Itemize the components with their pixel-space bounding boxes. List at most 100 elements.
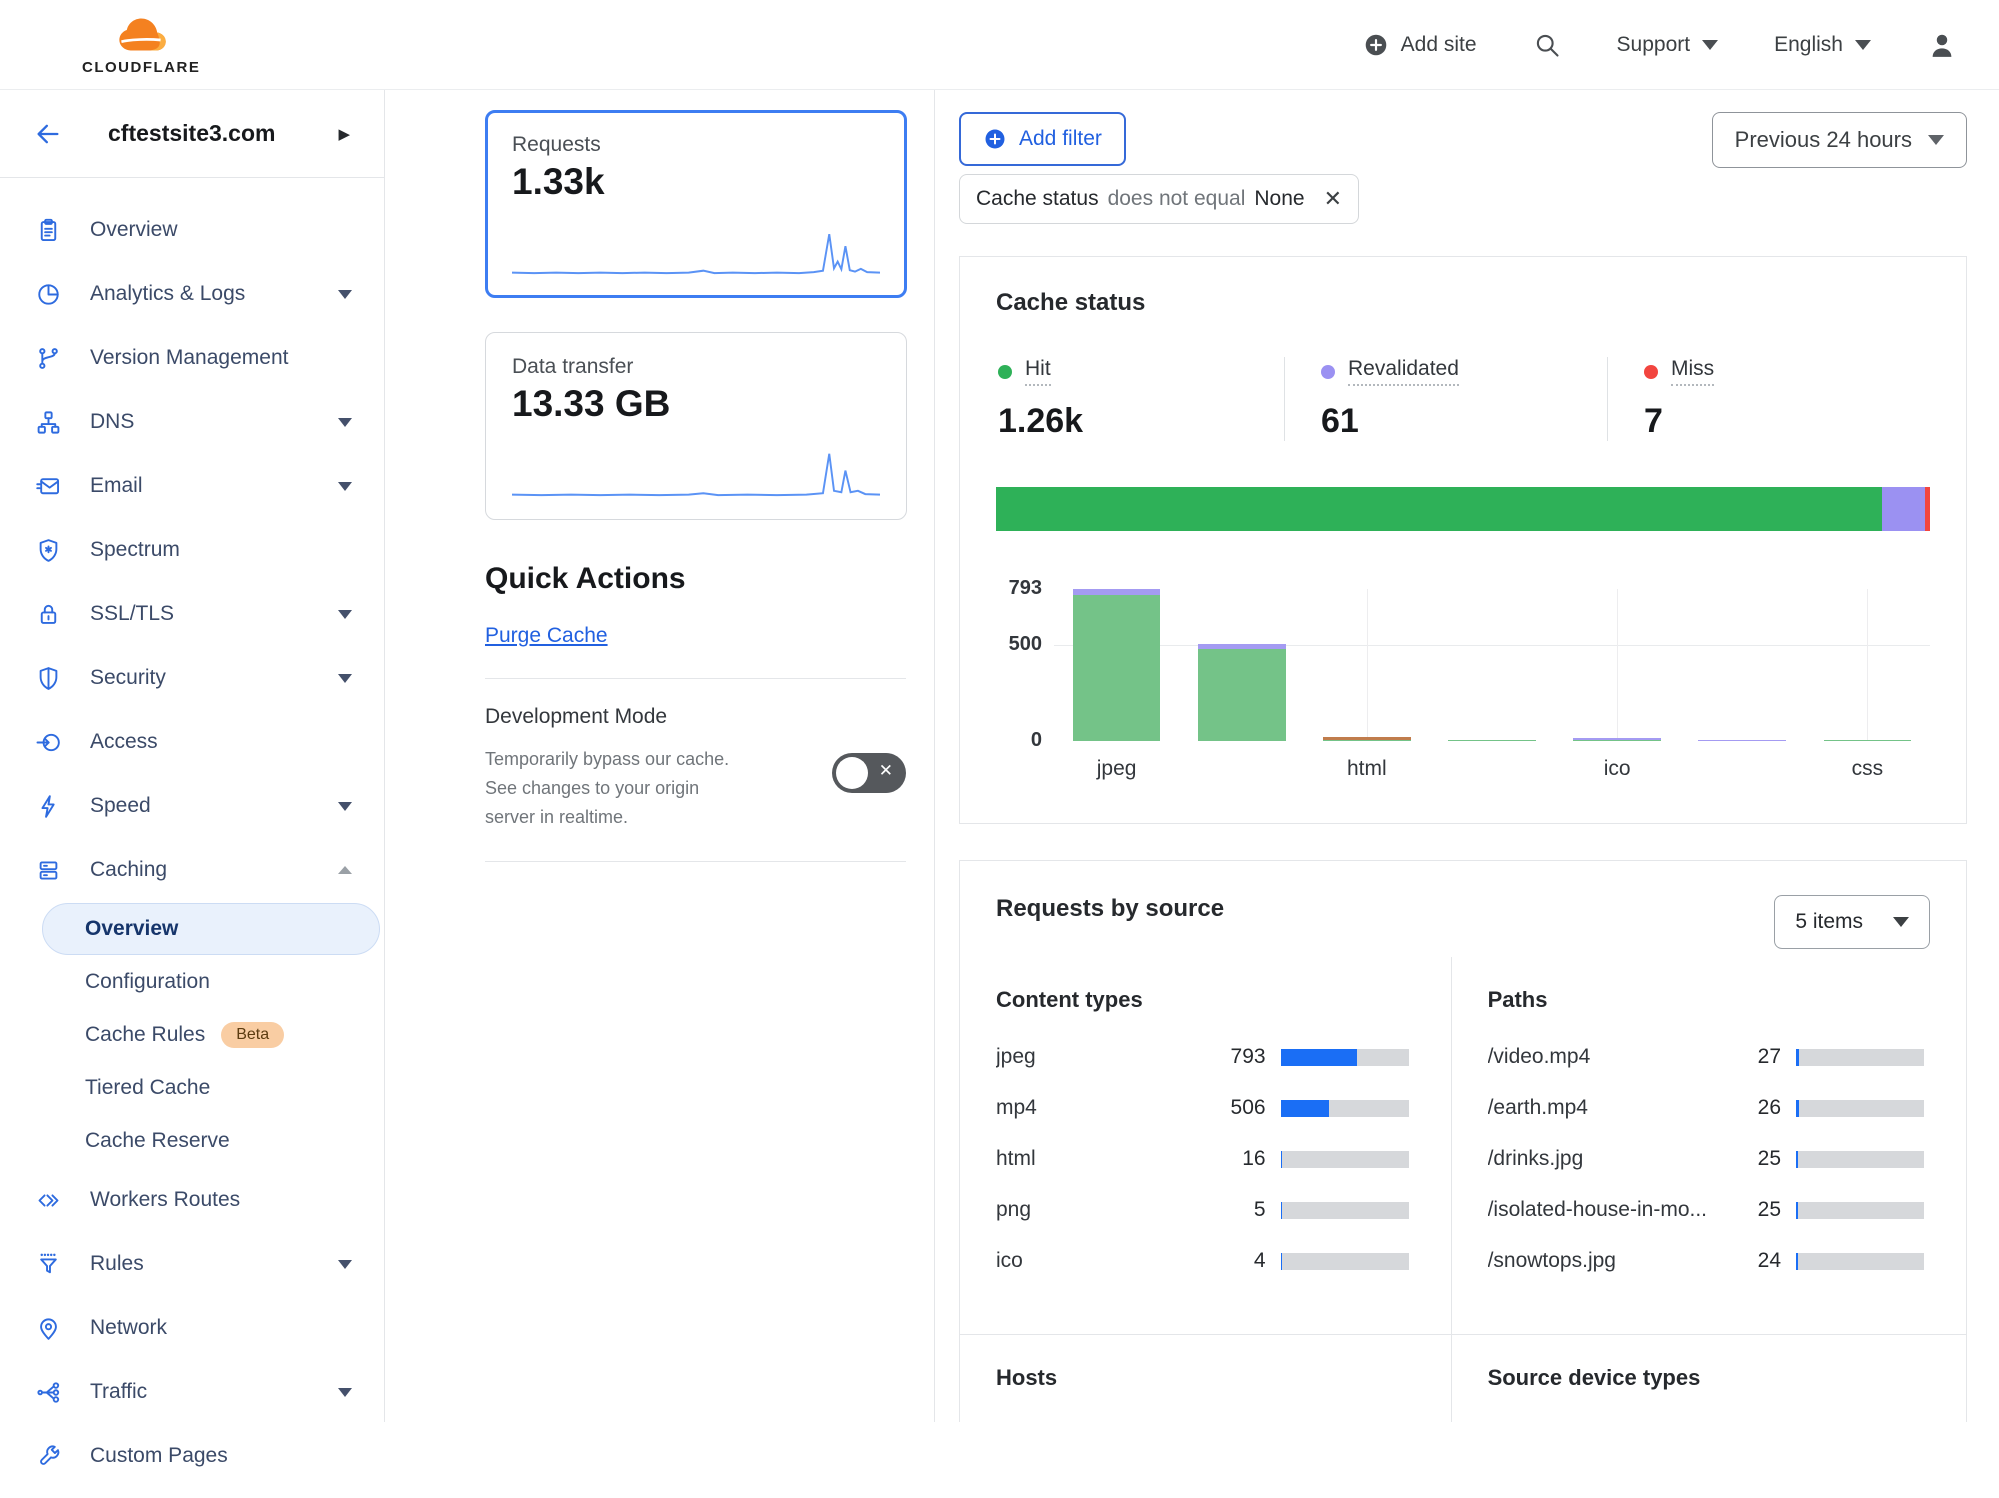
traffic-icon — [34, 1378, 62, 1406]
x-tick-label: jpeg — [1096, 757, 1137, 780]
sidebar-subitem-overview[interactable]: Overview — [42, 903, 380, 955]
chart-plot-area: 793 500 0 — [1009, 577, 1930, 751]
development-mode-description: Temporarily bypass our cache. See change… — [485, 749, 730, 827]
cache-status-stats: Hit 1.26k Revalidated 61 Miss 7 — [996, 357, 1930, 441]
items-count-dropdown[interactable]: 5 items — [1774, 895, 1930, 949]
language-menu[interactable]: English — [1774, 33, 1871, 57]
remove-filter-icon[interactable]: ✕ — [1323, 186, 1343, 211]
row-label: /earth.mp4 — [1487, 1096, 1588, 1119]
user-menu[interactable] — [1927, 30, 1957, 60]
row-label: png — [996, 1198, 1032, 1221]
sidebar-item-traffic[interactable]: Traffic — [0, 1360, 384, 1424]
gridline — [1867, 589, 1869, 741]
sidebar-item-caching[interactable]: Caching — [0, 838, 384, 902]
cache-status-stacked-bar — [996, 487, 1930, 531]
cache-status-stat-miss: Miss 7 — [1607, 357, 1930, 441]
row-bar — [1796, 1201, 1924, 1219]
table-row[interactable]: /isolated-house-in-mo... 25 — [1488, 1198, 1924, 1222]
back-arrow-icon[interactable] — [34, 120, 62, 148]
sidebar-item-security[interactable]: Security — [0, 646, 384, 710]
row-label: /video.mp4 — [1487, 1045, 1591, 1068]
add-site-button[interactable]: Add site — [1363, 32, 1477, 58]
access-icon — [34, 728, 62, 756]
site-name: cftestsite3.com — [108, 120, 276, 146]
table-row[interactable]: /drinks.jpg 25 — [1488, 1147, 1924, 1171]
revalidated-dot-icon — [1321, 364, 1335, 379]
cloudflare-logo[interactable]: CLOUDFLARE — [82, 14, 200, 76]
analytics-icon — [34, 280, 62, 308]
sidebar-item-rules[interactable]: Rules — [0, 1232, 384, 1296]
row-value: 26 — [1757, 1096, 1781, 1119]
chart-bar-css — [1805, 589, 1930, 741]
x-tick-label — [1680, 757, 1805, 781]
sidebar-item-spectrum[interactable]: Spectrum — [0, 518, 384, 582]
table-row[interactable]: html 16 — [996, 1147, 1409, 1171]
development-mode-toggle[interactable]: ✕ — [832, 753, 906, 793]
chevron-down-icon — [338, 417, 352, 427]
stat-label[interactable]: Hit — [1025, 357, 1051, 386]
sidebar-subitem-cache-reserve[interactable]: Cache Reserve — [85, 1129, 230, 1152]
sidebar-item-access[interactable]: Access — [0, 710, 384, 774]
row-bar — [1796, 1252, 1924, 1270]
data-transfer-card[interactable]: Data transfer 13.33 GB — [485, 332, 907, 520]
requests-by-source-grid: Content types jpeg 793 mp4 506 html 16 png 5 ico 4… — [960, 957, 1966, 1422]
source-table-paths: Paths/video.mp4 27/earth.mp4 26/drinks.jpg… — [1450, 957, 1966, 1334]
chevron-right-icon[interactable]: ▶ — [338, 125, 350, 143]
analytics-column: Add filter Cache status does not equal N… — [935, 90, 1999, 1422]
sidebar-item-version-management[interactable]: Version Management — [0, 326, 384, 390]
divider — [485, 678, 906, 679]
topbar: CLOUDFLARE Add site Support English — [0, 0, 1999, 90]
requests-card[interactable]: Requests 1.33k — [485, 110, 907, 298]
overview-icon — [34, 216, 62, 244]
cloudflare-cloud-icon — [119, 17, 166, 50]
add-filter-button[interactable]: Add filter — [959, 112, 1126, 166]
cache-status-stat-revalidated: Revalidated 61 — [1284, 357, 1607, 441]
development-mode-title: Development Mode — [485, 705, 668, 728]
caching-icon — [34, 856, 62, 884]
chevron-up-icon — [338, 866, 352, 874]
sidebar-subitem-configuration[interactable]: Configuration — [85, 970, 210, 993]
requests-sparkline — [512, 234, 880, 275]
cache-status-panel: Cache status Hit 1.26k Revalidated 61 Miss 7 … — [959, 256, 1967, 824]
table-row[interactable]: /snowtops.jpg 24 — [1488, 1249, 1924, 1273]
stat-label[interactable]: Revalidated — [1348, 357, 1459, 386]
sidebar-subitem-tiered-cache[interactable]: Tiered Cache — [85, 1076, 211, 1099]
row-value: 25 — [1757, 1147, 1781, 1170]
table-row[interactable]: mp4 506 — [996, 1096, 1409, 1120]
row-bar — [1280, 1252, 1409, 1270]
x-tick-label: ico — [1603, 757, 1631, 780]
row-value: 4 — [1253, 1249, 1266, 1272]
data-transfer-card-label: Data transfer — [512, 355, 634, 378]
purge-cache-link[interactable]: Purge Cache — [485, 624, 608, 647]
row-label: ico — [996, 1249, 1023, 1272]
sidebar-item-dns[interactable]: DNS — [0, 390, 384, 454]
x-tick-label — [1179, 757, 1304, 781]
plus-circle-icon — [985, 129, 1005, 149]
user-icon — [1932, 34, 1952, 57]
table-row[interactable]: png 5 — [996, 1198, 1409, 1222]
stat-label[interactable]: Miss — [1671, 357, 1715, 386]
sidebar-item-analytics-logs[interactable]: Analytics & Logs — [0, 262, 384, 326]
sidebar-subitem-cache-rules[interactable]: Cache Rules Beta — [42, 1009, 380, 1061]
sidebar-item-custom-pages[interactable]: Custom Pages — [0, 1424, 384, 1488]
time-range-dropdown[interactable]: Previous 24 hours — [1711, 112, 1967, 168]
support-menu[interactable]: Support — [1617, 33, 1719, 57]
table-row[interactable]: /video.mp4 27 — [1488, 1045, 1924, 1069]
chart-bar-slot-6 — [1680, 589, 1805, 741]
sidebar-item-speed[interactable]: Speed — [0, 774, 384, 838]
row-label: /drinks.jpg — [1487, 1147, 1584, 1170]
sidebar-item-ssl-tls[interactable]: SSL/TLS — [0, 582, 384, 646]
sidebar-item-workers-routes[interactable]: Workers Routes — [0, 1168, 384, 1232]
filter-chip[interactable]: Cache status does not equal None ✕ — [959, 174, 1360, 224]
stacked-segment-miss — [1925, 487, 1930, 531]
sidebar-item-network[interactable]: Network — [0, 1296, 384, 1360]
table-row[interactable]: /earth.mp4 26 — [1488, 1096, 1924, 1120]
row-value: 27 — [1757, 1045, 1781, 1068]
table-row[interactable]: ico 4 — [996, 1249, 1409, 1273]
sidebar-item-email[interactable]: Email — [0, 454, 384, 518]
bar-segment-hit — [1072, 594, 1161, 741]
sidebar-item-overview[interactable]: Overview — [0, 198, 384, 262]
table-title: Source device types — [1487, 1365, 1701, 1390]
search-button[interactable] — [1533, 31, 1561, 59]
table-row[interactable]: jpeg 793 — [996, 1045, 1409, 1069]
